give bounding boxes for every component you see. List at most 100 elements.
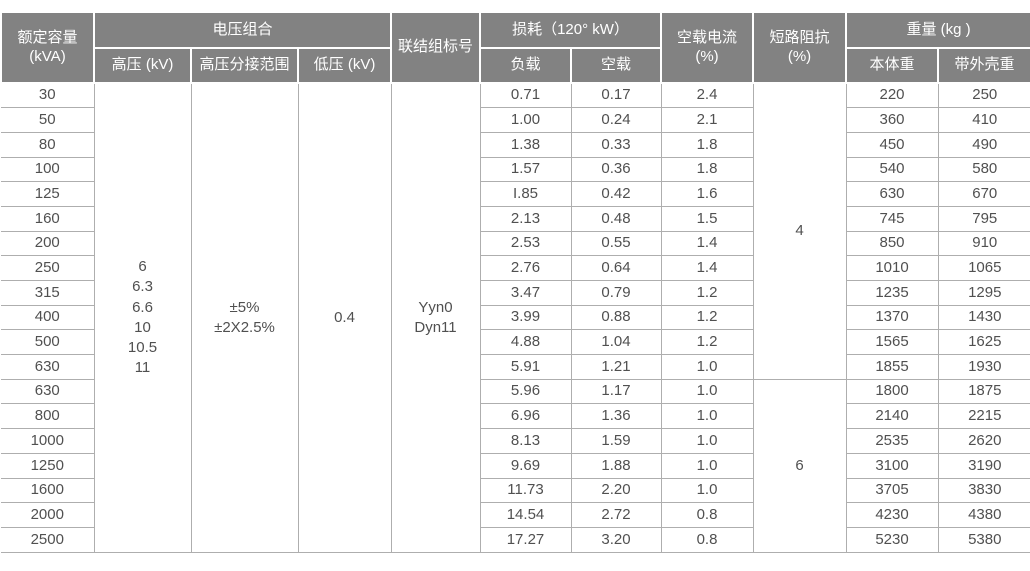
cell-rated-capacity: 50	[1, 107, 95, 133]
cell-with-shell-weight: 910	[937, 230, 1030, 257]
cell-with-shell-weight: 3830	[937, 477, 1030, 504]
cell-rated-capacity: 500	[1, 329, 95, 356]
cell-load-loss: I.85	[479, 181, 572, 207]
cell-no-load-current: 1.0	[660, 477, 754, 504]
cell-no-load-current: 0.8	[660, 502, 754, 528]
cell-no-load-loss: 0.88	[570, 304, 662, 331]
spec-table-header: 额定容量 (kVA) 电压组合 联结组标号 损耗（120° kW） 空载电流 (…	[0, 11, 1030, 84]
cell-body-weight: 540	[845, 156, 939, 183]
cell-no-load-current: 2.4	[660, 82, 754, 109]
cell-short-circuit-impedance: 6	[752, 378, 847, 553]
cell-no-load-loss: 3.20	[570, 526, 662, 553]
cell-no-load-current: 1.2	[660, 329, 754, 356]
cell-body-weight: 850	[845, 230, 939, 257]
cell-body-weight: 1855	[845, 354, 939, 380]
table-row: 400 3.99 0.88 1.2 1370 1430	[1, 304, 1030, 331]
header-hv-tap-range: 高压分接范围	[190, 47, 299, 84]
cell-no-load-current: 1.0	[660, 354, 754, 380]
header-no-load-current: 空载电流 (%)	[660, 11, 755, 84]
cell-rated-capacity: 1600	[1, 477, 95, 504]
cell-load-loss: 3.47	[479, 280, 572, 306]
spec-table: 额定容量 (kVA) 电压组合 联结组标号 损耗（120° kW） 空载电流 (…	[0, 11, 1030, 553]
cell-no-load-loss: 0.17	[570, 82, 662, 109]
header-short-circuit-impedance: 短路阻抗 (%)	[752, 11, 848, 84]
cell-load-loss: 11.73	[479, 477, 572, 504]
cell-load-loss: 0.71	[479, 82, 572, 109]
cell-no-load-loss: 1.88	[570, 452, 662, 479]
header-hv: 高压 (kV)	[93, 47, 192, 84]
cell-no-load-current: 1.0	[660, 452, 754, 479]
cell-body-weight: 1235	[845, 280, 939, 306]
cell-rated-capacity: 315	[1, 280, 95, 306]
table-row: 1250 9.69 1.88 1.0 3100 3190	[1, 452, 1030, 479]
cell-rated-capacity: 2000	[1, 502, 95, 528]
cell-short-circuit-impedance: 4	[752, 82, 847, 380]
cell-body-weight: 5230	[845, 526, 939, 553]
cell-no-load-loss: 0.55	[570, 230, 662, 257]
cell-rated-capacity: 2500	[1, 526, 95, 553]
cell-no-load-loss: 0.42	[570, 181, 662, 207]
cell-load-loss: 1.57	[479, 156, 572, 183]
header-row-1: 额定容量 (kVA) 电压组合 联结组标号 损耗（120° kW） 空载电流 (…	[0, 11, 1030, 84]
cell-no-load-loss: 1.04	[570, 329, 662, 356]
table-row: 100 1.57 0.36 1.8 540 580	[1, 156, 1030, 183]
cell-no-load-loss: 1.59	[570, 428, 662, 454]
cell-rated-capacity: 250	[1, 255, 95, 281]
cell-vector-group: Yyn0 Dyn11	[390, 82, 481, 553]
cell-lv-value: 0.4	[297, 82, 392, 553]
cell-no-load-loss: 2.72	[570, 502, 662, 528]
header-voltage-combination: 电压组合	[93, 11, 392, 49]
cell-body-weight: 1010	[845, 255, 939, 281]
cell-load-loss: 6.96	[479, 403, 572, 430]
cell-with-shell-weight: 410	[937, 107, 1030, 133]
cell-no-load-current: 1.0	[660, 378, 754, 405]
cell-load-loss: 17.27	[479, 526, 572, 553]
cell-body-weight: 1565	[845, 329, 939, 356]
cell-with-shell-weight: 670	[937, 181, 1030, 207]
cell-body-weight: 450	[845, 131, 939, 158]
cell-body-weight: 630	[845, 181, 939, 207]
cell-no-load-loss: 0.24	[570, 107, 662, 133]
header-load-loss: 负载	[479, 47, 572, 84]
header-weight: 重量 (kg )	[845, 11, 1030, 49]
cell-no-load-current: 1.5	[660, 205, 754, 232]
cell-rated-capacity: 1250	[1, 452, 95, 479]
header-vector-group: 联结组标号	[390, 11, 481, 84]
header-body-weight: 本体重	[845, 47, 940, 84]
cell-no-load-current: 1.0	[660, 403, 754, 430]
cell-rated-capacity: 30	[1, 82, 95, 109]
cell-no-load-loss: 0.79	[570, 280, 662, 306]
cell-no-load-current: 1.2	[660, 280, 754, 306]
cell-rated-capacity: 160	[1, 205, 95, 232]
cell-body-weight: 4230	[845, 502, 939, 528]
cell-no-load-current: 2.1	[660, 107, 754, 133]
cell-rated-capacity: 100	[1, 156, 95, 183]
header-lv: 低压 (kV)	[297, 47, 392, 84]
cell-rated-capacity: 630	[1, 354, 95, 380]
cell-load-loss: 5.96	[479, 378, 572, 405]
cell-no-load-loss: 1.36	[570, 403, 662, 430]
cell-no-load-loss: 0.36	[570, 156, 662, 183]
cell-hv-values: 6 6.3 6.6 10 10.5 11	[93, 82, 192, 553]
cell-with-shell-weight: 490	[937, 131, 1030, 158]
cell-no-load-current: 1.2	[660, 304, 754, 331]
cell-with-shell-weight: 1625	[937, 329, 1030, 356]
cell-with-shell-weight: 3190	[937, 452, 1030, 479]
cell-load-loss: 2.76	[479, 255, 572, 281]
cell-rated-capacity: 200	[1, 230, 95, 257]
cell-no-load-current: 1.8	[660, 131, 754, 158]
cell-load-loss: 1.00	[479, 107, 572, 133]
cell-rated-capacity: 1000	[1, 428, 95, 454]
cell-no-load-current: 1.4	[660, 255, 754, 281]
cell-body-weight: 3100	[845, 452, 939, 479]
cell-rated-capacity: 400	[1, 304, 95, 331]
table-row: 1000 8.13 1.59 1.0 2535 2620	[1, 428, 1030, 454]
cell-no-load-current: 1.0	[660, 428, 754, 454]
cell-with-shell-weight: 4380	[937, 502, 1030, 528]
table-row: 500 4.88 1.04 1.2 1565 1625	[1, 329, 1030, 356]
cell-body-weight: 1800	[845, 378, 939, 405]
cell-load-loss: 2.13	[479, 205, 572, 232]
table-row: 2500 17.27 3.20 0.8 5230 5380	[1, 526, 1030, 553]
cell-body-weight: 3705	[845, 477, 939, 504]
